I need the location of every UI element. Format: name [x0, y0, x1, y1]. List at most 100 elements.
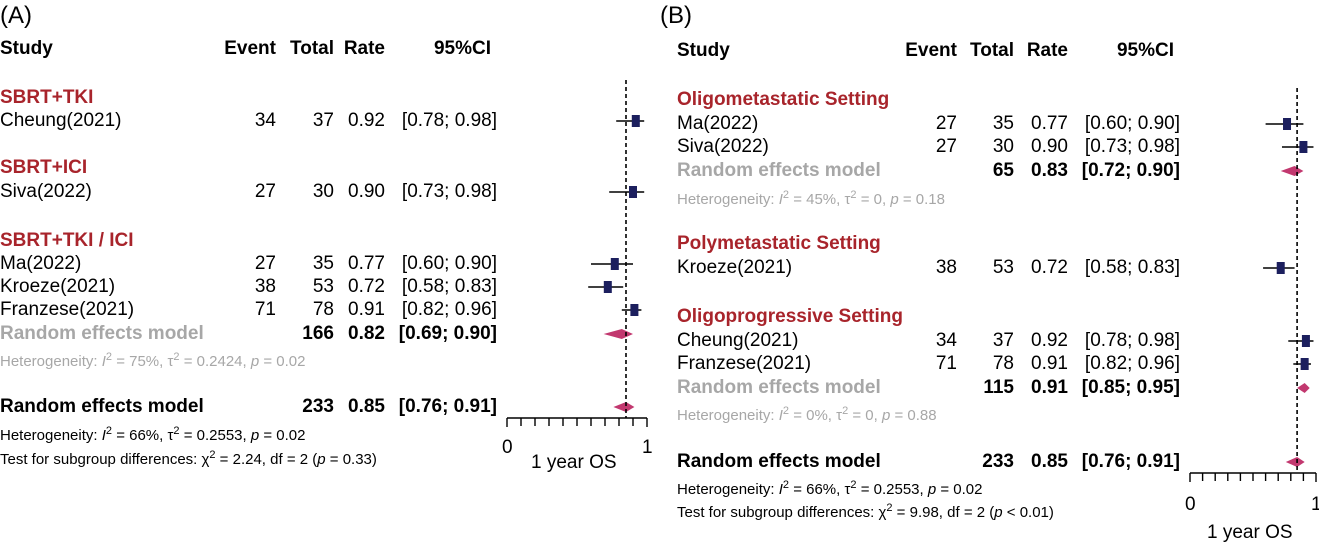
study-ci: [0.58; 0.83]	[1084, 257, 1180, 278]
group-title: SBRT+ICI	[0, 157, 88, 178]
group-title: SBRT+TKI / ICI	[0, 230, 134, 251]
column-header-ci: 95%CI	[1116, 40, 1174, 61]
het-tau-val: = 0.2424,	[179, 353, 251, 370]
study-name: Franzese(2021)	[677, 353, 812, 374]
subgroup-test: Test for subgroup differences: χ2 = 2.24…	[0, 446, 377, 469]
study-rate: 0.92	[348, 110, 385, 131]
study-total: 35	[992, 113, 1014, 134]
study-rate: 0.91	[348, 299, 385, 320]
column-header-study: Study	[0, 38, 53, 59]
subgroup-pooled-ci: [0.69; 0.90]	[398, 323, 497, 344]
het-i2-val: = 75%,	[112, 353, 168, 370]
group-title: Oligoprogressive Setting	[677, 306, 903, 327]
x-axis-label: 1 year OS	[1207, 522, 1293, 543]
column-header-rate: Rate	[343, 38, 385, 59]
study-marker	[629, 186, 637, 198]
het-p: p	[890, 191, 899, 208]
study-total: 53	[992, 257, 1014, 278]
superscript-2: 2	[782, 405, 790, 417]
study-ci: [0.73; 0.98]	[1084, 136, 1180, 157]
overall-pooled-rate: 0.85	[1031, 451, 1068, 472]
study-marker	[1283, 118, 1292, 130]
het-tau-val: = 0.2553,	[856, 481, 928, 498]
superscript-2: 2	[782, 189, 790, 201]
study-event: 34	[254, 110, 276, 131]
study-total: 35	[312, 253, 334, 274]
study-rate: 0.90	[1031, 136, 1068, 157]
study-ci: [0.78; 0.98]	[401, 110, 497, 131]
het-i2-val: = 45%,	[789, 191, 845, 208]
subgroup-chi-val: = 2.24, df = 2 (	[215, 451, 318, 468]
study-ci: [0.58; 0.83]	[401, 276, 497, 297]
column-header-event: Event	[905, 40, 957, 61]
chi-df-sub: 2	[209, 449, 216, 461]
het-p-val: = 0.02	[259, 427, 306, 444]
het-i2-val: = 0%,	[789, 407, 837, 424]
study-rate: 0.72	[1031, 257, 1068, 278]
study-total: 37	[992, 330, 1014, 351]
study-rate: 0.92	[1031, 330, 1068, 351]
study-ci: [0.73; 0.98]	[401, 181, 497, 202]
study-marker	[610, 258, 619, 270]
subgroup-p: p	[994, 504, 1003, 521]
study-event: 38	[254, 276, 276, 297]
forest-plot-svg	[506, 80, 648, 427]
x-tick-label: 1	[642, 437, 653, 458]
study-rate: 0.77	[348, 253, 385, 274]
pooled-diamond	[1297, 383, 1310, 393]
study-name: Cheung(2021)	[677, 330, 799, 351]
study-marker	[1299, 141, 1308, 153]
column-header-event: Event	[224, 38, 276, 59]
subgroup-pooled-ci: [0.85; 0.95]	[1081, 377, 1180, 398]
het-p: p	[881, 407, 891, 424]
het-p: p	[250, 353, 260, 370]
superscript-2: 2	[173, 425, 180, 437]
study-event: 71	[935, 353, 957, 374]
study-ci: [0.82; 0.96]	[1084, 353, 1180, 374]
overall-pooled-label: Random effects model	[677, 451, 881, 472]
study-name: Siva(2022)	[0, 181, 92, 202]
het-tau-val: = 0.2553,	[179, 427, 251, 444]
subgroup-chi: χ	[878, 504, 887, 521]
pooled-diamond	[1280, 166, 1304, 176]
study-marker	[603, 281, 612, 293]
x-tick-label: 1	[1311, 494, 1319, 515]
group-title: Polymetastatic Setting	[677, 233, 881, 254]
study-marker	[1276, 262, 1285, 274]
superscript-2: 2	[782, 479, 790, 491]
het-tau: τ	[844, 481, 851, 498]
study-marker	[631, 115, 640, 127]
study-event: 27	[935, 136, 957, 157]
subgroup-pooled-label: Random effects model	[0, 323, 204, 344]
subgroup-pooled-total: 166	[302, 323, 334, 344]
study-total: 30	[312, 181, 334, 202]
superscript-2: 2	[842, 405, 849, 417]
overall-pooled-total: 233	[982, 451, 1014, 472]
study-marker	[1301, 335, 1310, 347]
superscript-2: 2	[850, 479, 857, 491]
study-name: Ma(2022)	[0, 253, 82, 274]
het-tau: τ	[844, 191, 851, 208]
study-total: 37	[312, 110, 334, 131]
study-name: Cheung(2021)	[0, 110, 122, 131]
forest-plot-svg	[1189, 88, 1317, 482]
study-marker	[630, 304, 639, 316]
pooled-diamond	[1285, 457, 1305, 467]
superscript-2: 2	[850, 189, 857, 201]
subgroup-p-val: = 0.33)	[325, 451, 377, 468]
subgroup-heterogeneity: Heterogeneity: I2 = 0%, τ2 = 0, p = 0.88	[677, 402, 937, 425]
chi-df-sub: 2	[886, 502, 893, 514]
forest-plot-b: (B) Study Event Total Rate 95%CI Oligometastat…	[660, 0, 1319, 546]
het-i2: I	[101, 353, 106, 370]
het-p-val: = 0.02	[259, 353, 306, 370]
het-prefix: Heterogeneity:	[0, 427, 102, 444]
overall-heterogeneity: Heterogeneity: I2 = 66%, τ2 = 0.2553, p …	[0, 422, 306, 445]
het-tau: τ	[167, 427, 174, 444]
column-header-rate: Rate	[1026, 40, 1068, 61]
study-event: 27	[254, 253, 276, 274]
het-i2-val: = 66%,	[789, 481, 845, 498]
het-tau: τ	[167, 353, 174, 370]
overall-pooled-label: Random effects model	[0, 396, 204, 417]
subgroup-pooled-ci: [0.72; 0.90]	[1081, 160, 1180, 181]
study-name: Kroeze(2021)	[0, 276, 116, 297]
